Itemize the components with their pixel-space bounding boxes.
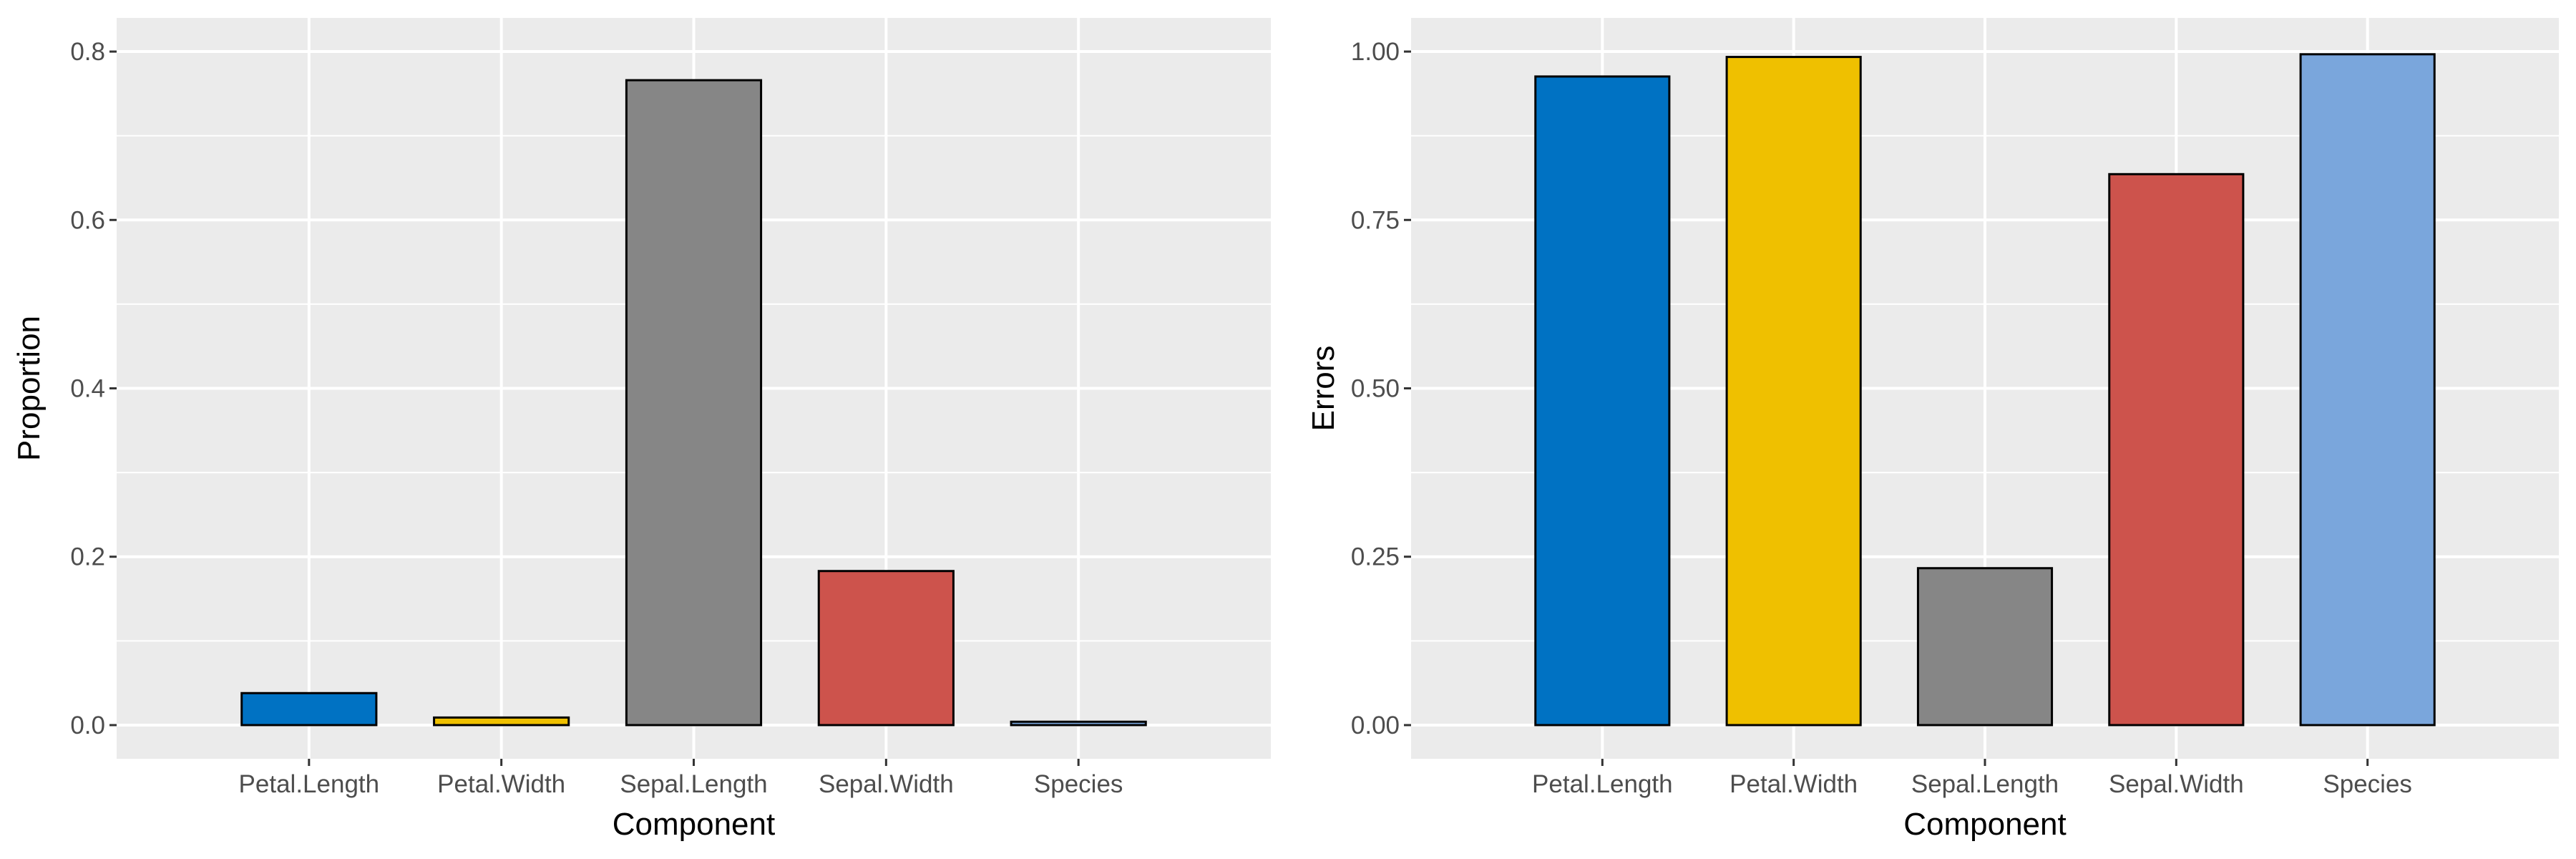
y-tick-label: 0.00 bbox=[1351, 712, 1400, 739]
bar-sepal-width bbox=[2108, 173, 2245, 727]
bar-petal-length bbox=[1534, 75, 1671, 727]
y-axis-title: Errors bbox=[1306, 346, 1341, 432]
grid-lines bbox=[117, 18, 1271, 759]
bars bbox=[1534, 53, 2436, 727]
y-tick-label: 0.4 bbox=[70, 375, 105, 403]
x-axis-title: Component bbox=[613, 807, 775, 842]
x-tick-label: Species bbox=[1034, 770, 1123, 798]
axes: 0.00 0.25 0.50 0.75 1.00 Petal.Length Petal.Wi… bbox=[1351, 38, 2412, 798]
bar-petal-width bbox=[433, 716, 570, 727]
x-tick-label: Sepal.Length bbox=[1911, 770, 2059, 798]
y-tick-label: 0.0 bbox=[70, 712, 105, 739]
y-tick-label: 0.8 bbox=[70, 38, 105, 66]
y-tick-label: 1.00 bbox=[1351, 38, 1400, 66]
x-tick-label: Species bbox=[2323, 770, 2412, 798]
y-tick-label: 0.2 bbox=[70, 543, 105, 571]
x-tick-label: Petal.Width bbox=[437, 770, 565, 798]
y-tick-label: 0.25 bbox=[1351, 543, 1400, 571]
x-axis-title: Component bbox=[1903, 807, 2066, 842]
x-tick-label: Petal.Width bbox=[1729, 770, 1858, 798]
y-tick-label: 0.50 bbox=[1351, 375, 1400, 403]
x-tick-label: Sepal.Width bbox=[2109, 770, 2244, 798]
bar-species bbox=[1010, 720, 1147, 727]
x-tick-label: Petal.Length bbox=[1532, 770, 1673, 798]
errors-chart: 0.00 0.25 0.50 0.75 1.00 Petal.Length Petal.Wi… bbox=[1306, 18, 2559, 842]
y-axis-title: Proportion bbox=[11, 316, 47, 461]
axes: 0.0 0.2 0.4 0.6 0.8 Petal.Length Petal.Width Se… bbox=[70, 38, 1123, 798]
bar-petal-length bbox=[240, 691, 378, 727]
bar-sepal-width bbox=[817, 570, 955, 727]
y-tick-label: 0.6 bbox=[70, 206, 105, 234]
bar-sepal-length bbox=[625, 79, 763, 727]
bar-petal-width bbox=[1725, 56, 1862, 727]
x-tick-label: Petal.Length bbox=[239, 770, 380, 798]
y-tick-label: 0.75 bbox=[1351, 206, 1400, 234]
x-tick-label: Sepal.Length bbox=[620, 770, 767, 798]
bar-sepal-length bbox=[1916, 567, 2054, 727]
bars bbox=[240, 79, 1147, 727]
bar-species bbox=[2299, 53, 2436, 727]
x-tick-label: Sepal.Width bbox=[819, 770, 954, 798]
proportion-chart: 0.0 0.2 0.4 0.6 0.8 Petal.Length Petal.Width Se… bbox=[11, 18, 1271, 842]
